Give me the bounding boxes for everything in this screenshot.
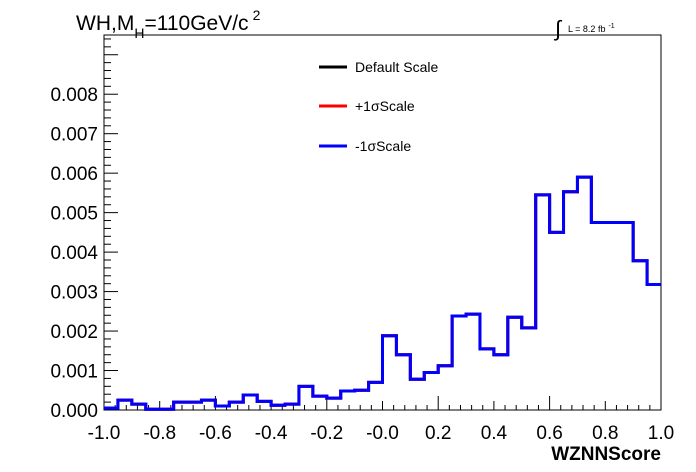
x-tick-label: -0.8 — [143, 423, 176, 444]
x-tick-label: 0.6 — [536, 423, 562, 444]
y-tick-label: 0.002 — [50, 322, 98, 343]
series-line — [104, 175, 661, 411]
x-tick-label: 1.0 — [648, 423, 674, 444]
x-axis: -1.0 -0.8 -0.6 -0.4 -0.2 -0.0 0.2 0.4 0.6 0.8 1.0 — [88, 396, 674, 444]
luminosity-integral-sign: ∫ — [553, 16, 563, 41]
y-tick-label: 0.001 — [50, 362, 98, 383]
y-tick-label: 0.003 — [50, 283, 98, 304]
legend-entry-label: -1σScale — [355, 138, 411, 154]
legend-entry-label: +1σScale — [355, 98, 415, 114]
y-tick-label: 0.008 — [50, 85, 98, 106]
series-layer — [104, 175, 661, 411]
x-tick-label: -1.0 — [88, 423, 121, 444]
y-tick-label: 0.007 — [50, 125, 98, 146]
x-tick-label: 0.8 — [592, 423, 618, 444]
x-tick-label: 0.2 — [425, 423, 451, 444]
y-axis: 0.000 0.001 0.002 0.003 0.004 0.005 0.006 0.007… — [50, 38, 118, 422]
y-tick-label: 0.005 — [50, 204, 98, 225]
x-tick-label: 0.4 — [481, 423, 508, 444]
legend-entry-label: Default Scale — [355, 59, 438, 75]
x-tick-label: -0.0 — [366, 423, 399, 444]
chart-title: WH,MH=110GeV/c 2 — [76, 7, 261, 41]
x-axis-label: WZNNScore — [551, 444, 661, 465]
x-tick-label: -0.2 — [310, 423, 343, 444]
luminosity-label: L = 8.2 fb -1 — [568, 23, 615, 34]
y-tick-label: 0.000 — [50, 401, 98, 422]
y-tick-label: 0.006 — [50, 164, 98, 185]
legend: Default Scale +1σScale -1σScale — [319, 59, 438, 154]
x-tick-label: -0.6 — [199, 423, 232, 444]
y-tick-label: 0.004 — [50, 243, 98, 264]
x-tick-label: -0.4 — [255, 423, 288, 444]
